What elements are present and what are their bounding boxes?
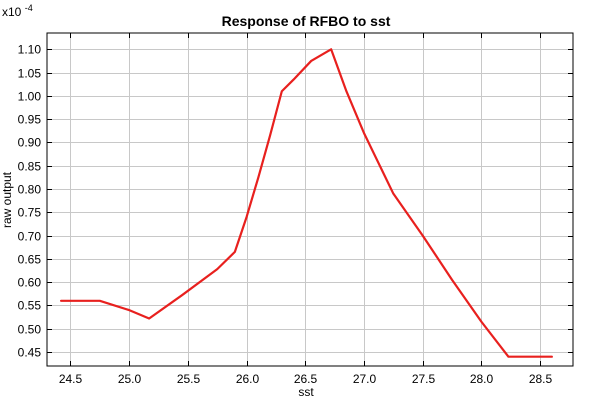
grid-layer — [47, 33, 573, 366]
y-axis-label: raw output — [0, 171, 14, 228]
y-tick-label: 1.00 — [18, 90, 42, 104]
y-tick-label: 0.45 — [18, 346, 42, 360]
x-axis-label: sst — [298, 385, 314, 399]
x-tick-label: 27.0 — [353, 372, 377, 386]
y-tick-label: 0.75 — [18, 206, 42, 220]
y-exponent-base: x10 — [2, 5, 22, 19]
y-tick-label: 0.55 — [18, 299, 42, 313]
x-tick-label: 25.5 — [177, 372, 201, 386]
y-tick-label: 0.50 — [18, 323, 42, 337]
y-tick-label: 0.60 — [18, 276, 42, 290]
y-tick-label: 0.90 — [18, 136, 42, 150]
y-tick-label: 0.85 — [18, 160, 42, 174]
y-tick-label: 1.10 — [18, 43, 42, 57]
y-exponent-power: -4 — [25, 3, 33, 13]
x-tick-label: 24.5 — [59, 372, 83, 386]
x-tick-label: 27.5 — [412, 372, 436, 386]
y-tick-label: 0.80 — [18, 183, 42, 197]
chart-title: Response of RFBO to sst — [222, 13, 391, 29]
x-tick-label: 26.0 — [236, 372, 260, 386]
x-tick-label: 25.0 — [118, 372, 142, 386]
x-tick-label: 28.5 — [529, 372, 553, 386]
y-tick-label: 0.65 — [18, 253, 42, 267]
x-tick-label: 26.5 — [294, 372, 318, 386]
series-layer — [59, 48, 553, 358]
y-tick-label: 0.70 — [18, 230, 42, 244]
y-tick-label: 0.95 — [18, 113, 42, 127]
tick-layer: 24.5 25.0 25.5 26.0 26.5 27.0 27.5 28.0 28.5 0.45… — [18, 33, 573, 386]
series-line-0 — [59, 48, 553, 358]
y-tick-label: 1.05 — [18, 67, 42, 81]
x-tick-label: 28.0 — [470, 372, 494, 386]
plot-frame — [46, 32, 574, 367]
y-exponent-label: x10 -4 — [2, 3, 33, 19]
